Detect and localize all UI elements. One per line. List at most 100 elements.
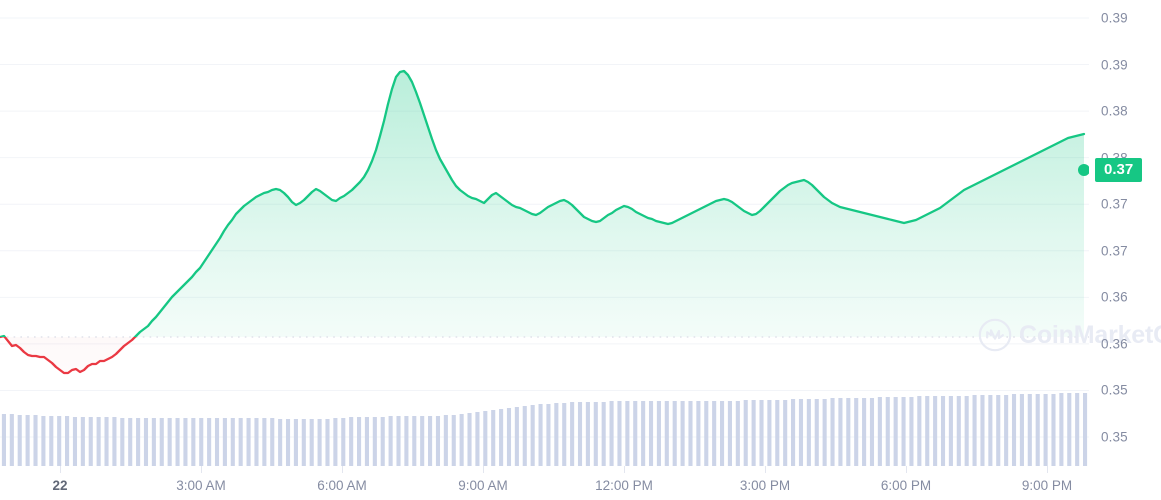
volume-bar — [270, 418, 275, 466]
x-axis-tick-label: 6:00 PM — [880, 478, 932, 493]
volume-bar — [791, 399, 796, 466]
volume-bar — [1075, 393, 1080, 466]
volume-bar — [688, 401, 693, 466]
volume-bar — [404, 416, 409, 466]
volume-bar — [830, 398, 835, 466]
volume-bar — [467, 413, 472, 466]
current-price-badge: 0.37 — [1095, 158, 1143, 182]
chart-canvas[interactable] — [0, 0, 1089, 466]
volume-bar — [65, 416, 70, 466]
chart-plot-area[interactable]: CoinMarketCap — [0, 0, 1161, 466]
volume-bar — [798, 399, 804, 466]
volume-bar — [751, 400, 756, 466]
volume-bar — [9, 414, 14, 466]
volume-bar — [609, 401, 614, 466]
x-axis-tick-label: 6:00 AM — [317, 478, 367, 493]
volume-bar — [672, 401, 677, 466]
volume-bar — [238, 418, 243, 466]
x-axis-tick-mark — [765, 466, 766, 473]
volume-bar — [972, 395, 977, 466]
volume-bar — [767, 400, 772, 466]
volume-bar — [278, 419, 283, 466]
volume-bar — [1027, 394, 1032, 466]
volume-bar — [246, 418, 251, 466]
volume-bar — [104, 417, 109, 466]
volume-bar — [120, 418, 125, 466]
y-axis-tick-label: 0.35 — [1101, 429, 1128, 445]
volume-bar — [846, 398, 851, 466]
volume-bar — [956, 396, 961, 466]
x-axis-tick-mark — [483, 466, 484, 473]
y-axis: 0.390.390.380.380.370.370.360.360.350.35 — [1089, 0, 1161, 466]
volume-bar — [917, 396, 922, 466]
volume-bar — [1019, 394, 1024, 466]
volume-bar — [372, 417, 377, 466]
x-axis-tick-mark — [624, 466, 625, 473]
volume-bar — [712, 401, 717, 466]
volume-bar — [877, 397, 882, 466]
volume-bar — [254, 418, 259, 466]
price-area-fill-down — [0, 337, 1084, 373]
volume-bar — [230, 418, 235, 466]
volume-bar — [743, 400, 748, 466]
price-line-up — [0, 69, 1086, 337]
volume-bar — [191, 418, 196, 466]
volume-bar — [664, 401, 669, 466]
volume-bar — [570, 402, 575, 466]
volume-bar — [1059, 393, 1064, 466]
volume-bar — [128, 418, 133, 466]
volume-bar — [357, 417, 362, 466]
volume-bar — [585, 402, 590, 466]
x-axis-tick-mark — [1047, 466, 1048, 473]
volume-bar — [641, 401, 646, 466]
volume-bar — [33, 415, 38, 466]
volume-bar — [822, 399, 827, 466]
volume-bar — [151, 418, 156, 466]
volume-bar — [909, 397, 914, 466]
volume-bar — [530, 405, 535, 466]
volume-bar — [483, 411, 488, 466]
current-price-marker — [1078, 164, 1089, 176]
volume-bar — [933, 396, 938, 466]
volume-bar — [57, 416, 62, 466]
volume-bar — [680, 401, 685, 466]
volume-bar — [25, 415, 30, 466]
volume-bar — [593, 402, 598, 466]
volume-bar — [514, 407, 519, 466]
volume-bar — [333, 418, 338, 466]
volume-bar — [783, 400, 788, 466]
volume-bar — [901, 397, 906, 466]
volume-bar — [869, 398, 875, 466]
volume-bar — [633, 401, 638, 466]
volume-bar — [214, 418, 220, 466]
volume-bar — [136, 418, 141, 466]
volume-bar — [443, 415, 448, 466]
volume-bar — [262, 418, 267, 466]
volume-bar — [301, 419, 306, 466]
volume-bar — [183, 418, 188, 466]
volume-bar — [285, 419, 291, 466]
volume-bar — [625, 401, 630, 466]
volume-bar — [996, 395, 1001, 466]
volume-bar — [364, 417, 369, 466]
volume-bar — [1004, 395, 1009, 466]
volume-bar — [341, 418, 346, 466]
volume-bar — [601, 402, 606, 466]
volume-bar — [475, 412, 480, 466]
volume-bar — [222, 418, 227, 466]
volume-bar — [112, 417, 117, 466]
y-axis-tick-label: 0.39 — [1101, 57, 1128, 73]
volume-bar — [435, 416, 441, 466]
volume-bar — [925, 396, 930, 466]
x-axis: 22 3:00 AM 6:00 AM 9:00 AM 12:00 PM 3:00 PM 6:… — [0, 466, 1089, 500]
volume-bar — [499, 409, 504, 466]
y-axis-tick-label: 0.39 — [1101, 10, 1128, 26]
volume-bar — [538, 404, 543, 466]
volume-bar — [80, 417, 85, 466]
volume-bar — [380, 417, 385, 466]
volume-bar — [175, 418, 180, 466]
volume-bar — [199, 418, 204, 466]
volume-bar — [546, 404, 551, 466]
x-axis-tick-mark — [342, 466, 343, 473]
